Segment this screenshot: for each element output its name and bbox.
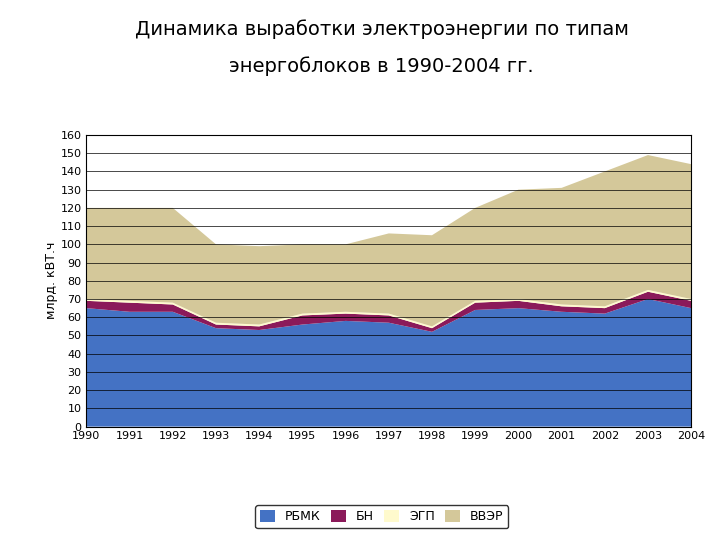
Text: энергоблоков в 1990-2004 гг.: энергоблоков в 1990-2004 гг.	[229, 57, 534, 76]
Legend: РБМК, БН, ЭГП, ВВЭР: РБМК, БН, ЭГП, ВВЭР	[255, 505, 508, 528]
Text: Динамика выработки электроэнергии по типам: Динамика выработки электроэнергии по тип…	[135, 19, 629, 38]
Y-axis label: млрд. кВТ.ч: млрд. кВТ.ч	[45, 242, 58, 320]
